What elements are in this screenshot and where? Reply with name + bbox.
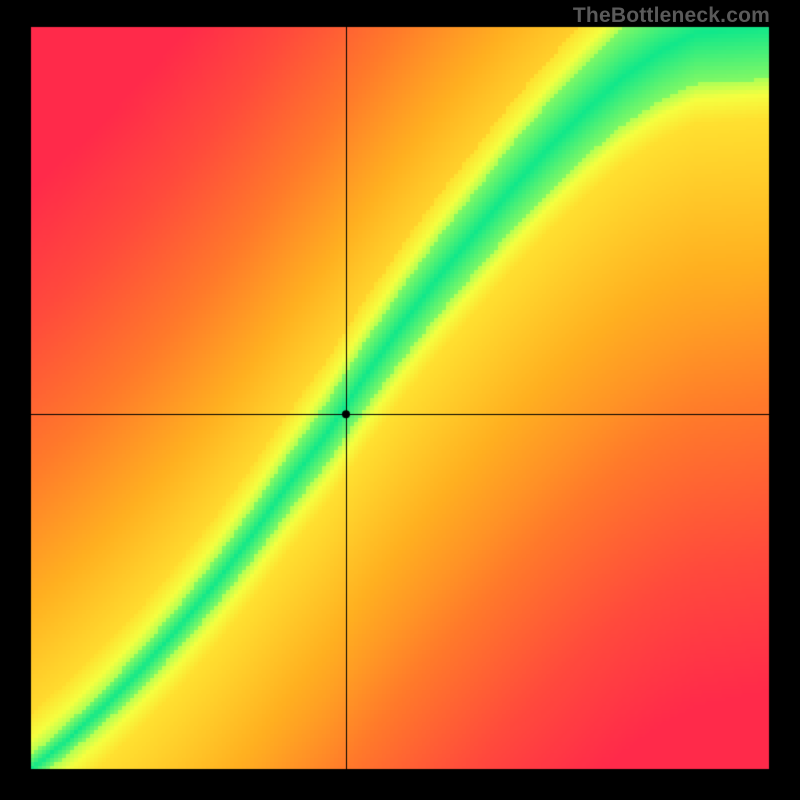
bottleneck-heatmap-container: TheBottleneck.com [0,0,800,800]
watermark-text: TheBottleneck.com [573,4,770,28]
bottleneck-heatmap-canvas [0,0,800,800]
